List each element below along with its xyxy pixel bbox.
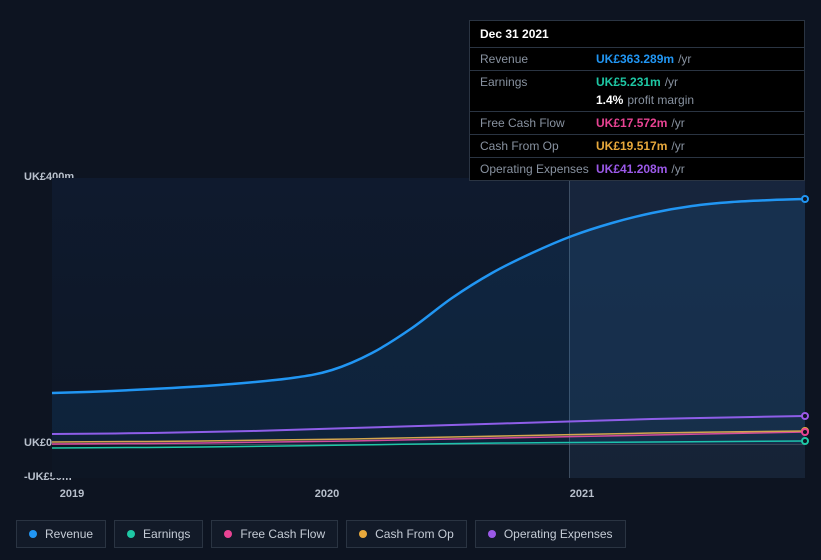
chart-svg: [52, 178, 805, 478]
tooltip-row-value: UK£19.517m: [596, 139, 667, 153]
tooltip-row-suffix: /yr: [671, 162, 684, 176]
chart-tooltip: Dec 31 2021 RevenueUK£363.289m/yrEarning…: [469, 20, 805, 181]
tooltip-row-suffix: /yr: [671, 139, 684, 153]
legend-dot-icon: [359, 530, 367, 538]
tooltip-row: EarningsUK£5.231m/yr: [470, 70, 804, 93]
tooltip-row-label: Cash From Op: [480, 139, 596, 153]
tooltip-row: RevenueUK£363.289m/yr: [470, 47, 804, 70]
legend-label: Free Cash Flow: [240, 527, 325, 541]
tooltip-row-suffix: /yr: [678, 52, 691, 66]
legend-item[interactable]: Earnings: [114, 520, 203, 548]
chart-plot-area[interactable]: [52, 178, 805, 478]
chart-x-axis: 2019 2020 2021: [52, 488, 805, 508]
legend-item[interactable]: Cash From Op: [346, 520, 467, 548]
tooltip-row-label: Operating Expenses: [480, 162, 596, 176]
tooltip-row-label: Free Cash Flow: [480, 116, 596, 130]
series-end-marker: [801, 412, 809, 420]
tooltip-row-suffix: /yr: [671, 116, 684, 130]
series-end-marker: [801, 195, 809, 203]
y-axis-label: UK£0: [24, 437, 52, 449]
legend-dot-icon: [224, 530, 232, 538]
legend-label: Cash From Op: [375, 527, 454, 541]
legend-dot-icon: [127, 530, 135, 538]
chart-legend: Revenue Earnings Free Cash Flow Cash From O…: [16, 520, 626, 548]
tooltip-row: Cash From OpUK£19.517m/yr: [470, 134, 804, 157]
legend-dot-icon: [488, 530, 496, 538]
x-axis-label: 2020: [315, 488, 339, 500]
legend-item[interactable]: Free Cash Flow: [211, 520, 338, 548]
legend-item[interactable]: Revenue: [16, 520, 106, 548]
x-axis-label: 2019: [60, 488, 84, 500]
tooltip-row-label: Earnings: [480, 75, 596, 89]
tooltip-row-label: Revenue: [480, 52, 596, 66]
tooltip-row-value: 1.4%: [596, 93, 623, 107]
tooltip-row-value: UK£17.572m: [596, 116, 667, 130]
series-end-marker: [801, 428, 809, 436]
legend-label: Earnings: [143, 527, 190, 541]
x-axis-label: 2021: [570, 488, 594, 500]
legend-label: Revenue: [45, 527, 93, 541]
tooltip-row-value: UK£363.289m: [596, 52, 674, 66]
legend-dot-icon: [29, 530, 37, 538]
series-end-marker: [801, 437, 809, 445]
tooltip-row-suffix: profit margin: [627, 93, 694, 107]
tooltip-row-label: [480, 93, 596, 107]
tooltip-row-suffix: /yr: [665, 75, 678, 89]
tooltip-date: Dec 31 2021: [470, 21, 804, 47]
tooltip-row: Operating ExpensesUK£41.208m/yr: [470, 157, 804, 180]
legend-label: Operating Expenses: [504, 527, 613, 541]
tooltip-row: Free Cash FlowUK£17.572m/yr: [470, 111, 804, 134]
tooltip-row-value: UK£41.208m: [596, 162, 667, 176]
legend-item[interactable]: Operating Expenses: [475, 520, 626, 548]
tooltip-row-value: UK£5.231m: [596, 75, 661, 89]
tooltip-row: 1.4% profit margin: [470, 93, 804, 111]
